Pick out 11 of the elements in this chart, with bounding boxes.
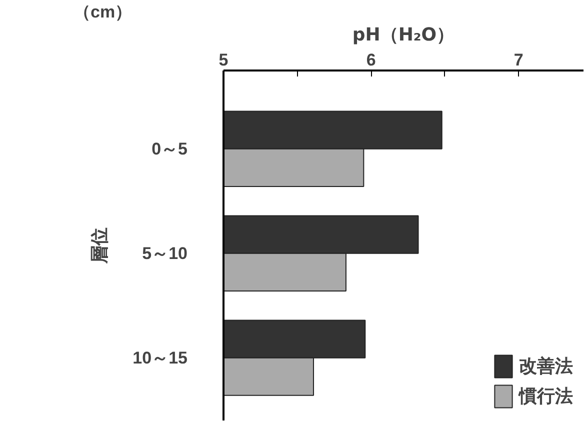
y-tick-label: 5～10 — [142, 244, 188, 263]
x-tick-label: 7 — [514, 50, 524, 70]
x-tick-label: 5 — [218, 50, 228, 70]
x-tick-label: 6 — [366, 50, 376, 70]
x-axis-title: pH（H₂O） — [352, 24, 455, 46]
legend-label: 改善法 — [519, 355, 573, 378]
y-axis-title: 層位 — [90, 228, 110, 264]
legend-label: 慣行法 — [519, 385, 573, 408]
y-tick-label: 0～5 — [152, 139, 188, 158]
text: （cm） — [74, 2, 132, 22]
y-tick-label: 10～15 — [132, 348, 188, 368]
